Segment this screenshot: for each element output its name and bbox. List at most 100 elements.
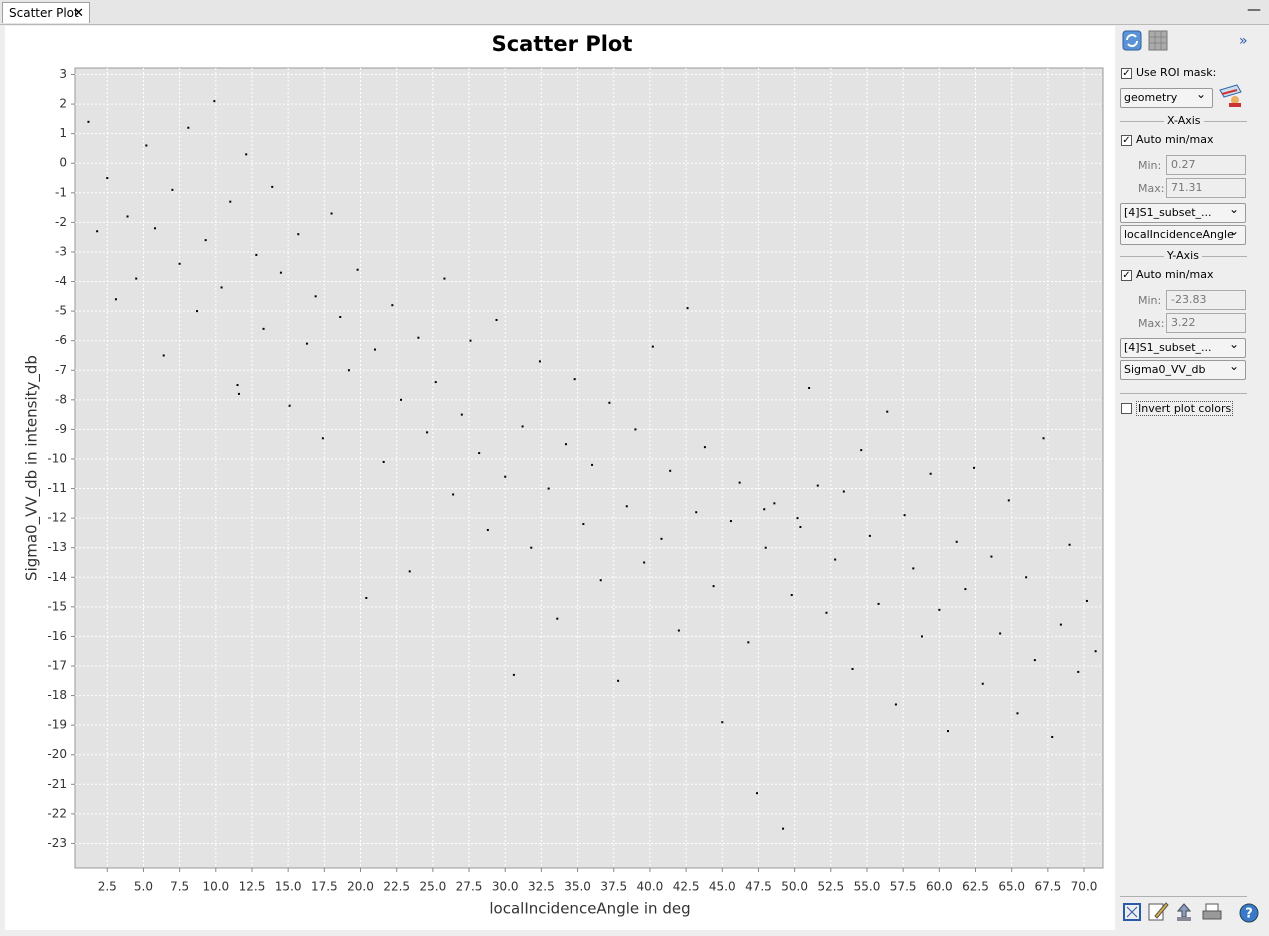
point: [365, 596, 368, 599]
x-min-field[interactable]: 0.27: [1166, 155, 1246, 175]
point: [220, 286, 223, 289]
y-product-value: [4]S1_subset_...: [1124, 341, 1212, 354]
point: [434, 381, 437, 384]
y-auto-label: Auto min/max: [1136, 268, 1214, 281]
y-tick-label: -20: [47, 747, 67, 761]
point: [556, 617, 559, 620]
point: [582, 523, 585, 526]
point: [564, 443, 567, 446]
point: [297, 233, 300, 236]
x-tick-label: 62.5: [962, 880, 989, 894]
point: [947, 730, 950, 733]
x-band-combo[interactable]: localIncidenceAngle: [1120, 222, 1246, 245]
roi-mask-combo[interactable]: geometry: [1120, 85, 1213, 108]
print-button[interactable]: [1201, 902, 1223, 922]
point: [504, 475, 507, 478]
point: [162, 354, 165, 357]
point: [617, 679, 620, 682]
y-tick-label: 3: [59, 67, 67, 81]
y-min-field[interactable]: -23.83: [1166, 290, 1246, 310]
x-tick-label: 45.0: [709, 880, 736, 894]
export-button[interactable]: [1174, 902, 1194, 922]
invert-checkbox[interactable]: [1121, 403, 1132, 414]
y-band-combo[interactable]: Sigma0_VV_db: [1120, 357, 1246, 380]
y-auto-checkbox[interactable]: ✓: [1121, 270, 1132, 281]
point: [938, 608, 941, 611]
x-tick-label: 10.0: [202, 880, 229, 894]
help-button[interactable]: ?: [1238, 902, 1260, 924]
x-auto-checkbox[interactable]: ✓: [1121, 135, 1132, 146]
y-tick-label: 1: [59, 126, 67, 140]
x-tick-label: 30.0: [492, 880, 519, 894]
tab-close[interactable]: ✕: [73, 6, 84, 21]
x-max-field[interactable]: 71.31: [1166, 178, 1246, 198]
x-axis-label: localIncidenceAngle in deg: [489, 900, 690, 918]
refresh-button[interactable]: [1122, 30, 1142, 52]
point: [842, 490, 845, 493]
x-tick-label: 7.5: [170, 880, 189, 894]
point: [279, 271, 282, 274]
y-tick-label: -19: [47, 718, 67, 732]
point: [530, 546, 533, 549]
tab[interactable]: Scatter Plot ✕: [2, 2, 90, 23]
point: [305, 342, 308, 345]
tab-bar: Scatter Plot ✕ —: [0, 0, 1269, 25]
y-tick-label: -23: [47, 836, 67, 850]
point: [634, 428, 637, 431]
x-tick-label: 32.5: [528, 880, 555, 894]
table-button[interactable]: [1148, 30, 1168, 52]
point: [382, 460, 385, 463]
x-tick-label: 42.5: [673, 880, 700, 894]
svg-text:?: ?: [1245, 907, 1253, 922]
point: [400, 398, 403, 401]
mask-manager-button[interactable]: [1217, 82, 1243, 108]
roi-checkbox[interactable]: ✓: [1121, 68, 1132, 79]
point: [1094, 650, 1097, 653]
x-tick-label: 67.5: [1035, 880, 1062, 894]
minimize-button[interactable]: —: [1247, 2, 1261, 18]
point: [912, 567, 915, 570]
chart-area: Scatter Plot localIncidenceAngle in deg …: [5, 26, 1115, 930]
point: [408, 570, 411, 573]
y-tick-label: -22: [47, 806, 67, 820]
point: [262, 327, 265, 330]
point: [920, 635, 923, 638]
x-max-label: Max:: [1138, 182, 1165, 195]
point: [799, 526, 802, 529]
y-tick-label: -4: [55, 274, 67, 288]
point: [236, 384, 239, 387]
point: [204, 239, 207, 242]
y-tick-label: -14: [47, 570, 67, 584]
point: [1059, 623, 1062, 626]
point: [1068, 543, 1071, 546]
point: [973, 466, 976, 469]
y-tick-label: -13: [47, 540, 67, 554]
point: [478, 452, 481, 455]
y-tick-label: -16: [47, 629, 67, 643]
y-max-field[interactable]: 3.22: [1166, 313, 1246, 333]
point: [860, 449, 863, 452]
edit-button[interactable]: [1147, 900, 1169, 922]
x-tick-label: 55.0: [854, 880, 881, 894]
point: [808, 387, 811, 389]
point: [213, 100, 216, 103]
y-tick-label: -3: [55, 244, 67, 258]
zoom-all-button[interactable]: [1122, 902, 1142, 922]
point: [747, 641, 750, 644]
x-product-combo[interactable]: [4]S1_subset_...: [1120, 200, 1246, 223]
y-tick-label: -21: [47, 777, 67, 791]
x-tick-label: 12.5: [239, 880, 266, 894]
x-product-value: [4]S1_subset_...: [1124, 206, 1212, 219]
point: [816, 484, 819, 487]
y-tick-label: -11: [47, 481, 67, 495]
point: [237, 392, 240, 395]
collapse-button[interactable]: »: [1239, 33, 1248, 49]
point: [712, 585, 715, 588]
y-product-combo[interactable]: [4]S1_subset_...: [1120, 335, 1246, 358]
point: [1077, 670, 1080, 673]
point: [1007, 499, 1010, 502]
points: [87, 100, 1097, 830]
y-max-label: Max:: [1138, 317, 1165, 330]
point: [643, 561, 646, 564]
point: [356, 268, 359, 271]
